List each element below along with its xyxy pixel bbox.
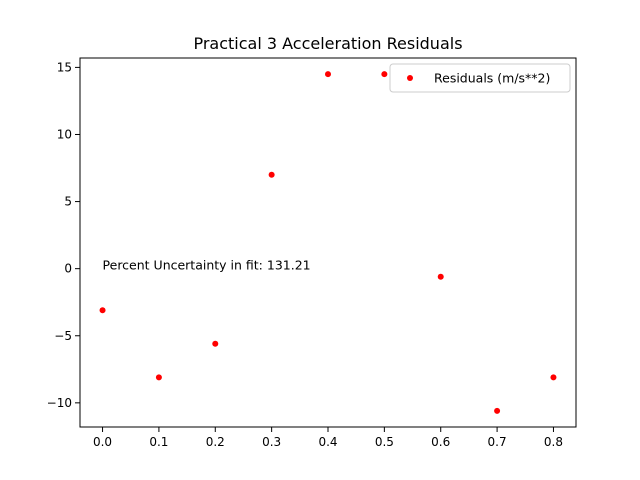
- y-tick-label: 5: [64, 195, 72, 209]
- legend-marker: [407, 75, 413, 81]
- data-point: [381, 71, 388, 78]
- plot-area: 0.0 0.1 0.2 0.3 0.4 0.5 0.6 0.7 0.8 −10 −5 0 5 10 15 Pe…: [47, 60, 563, 449]
- y-tick-label: 10: [57, 127, 72, 141]
- data-point: [268, 171, 275, 178]
- data-point: [437, 273, 444, 280]
- data-point: [155, 374, 162, 381]
- y-tick-label: 0: [64, 262, 72, 276]
- x-tick-label: 0.4: [318, 435, 337, 449]
- x-tick-label: 0.0: [93, 435, 112, 449]
- y-tick-label: −10: [47, 396, 72, 410]
- data-point: [99, 307, 106, 314]
- axes-frame: [79, 57, 577, 428]
- x-tick-label: 0.3: [262, 435, 281, 449]
- legend: Residuals (m/s**2): [389, 63, 571, 93]
- y-tick-label: −5: [54, 329, 72, 343]
- data-point: [212, 340, 219, 347]
- chart-title: Practical 3 Acceleration Residuals: [193, 34, 462, 53]
- x-tick-label: 0.2: [206, 435, 225, 449]
- x-tick-label: 0.1: [149, 435, 168, 449]
- fit-uncertainty-annotation: Percent Uncertainty in fit: 131.21: [103, 258, 311, 273]
- x-tick-label: 0.7: [488, 435, 507, 449]
- legend-label: Residuals (m/s**2): [434, 71, 550, 86]
- data-point: [325, 71, 331, 78]
- data-point: [550, 374, 557, 381]
- y-tick-label: 15: [57, 60, 72, 74]
- x-tick-label: 0.8: [544, 435, 563, 449]
- x-tick-label: 0.5: [375, 435, 394, 449]
- legend-box: [389, 63, 571, 93]
- x-tick-label: 0.6: [431, 435, 450, 449]
- data-point: [494, 407, 501, 414]
